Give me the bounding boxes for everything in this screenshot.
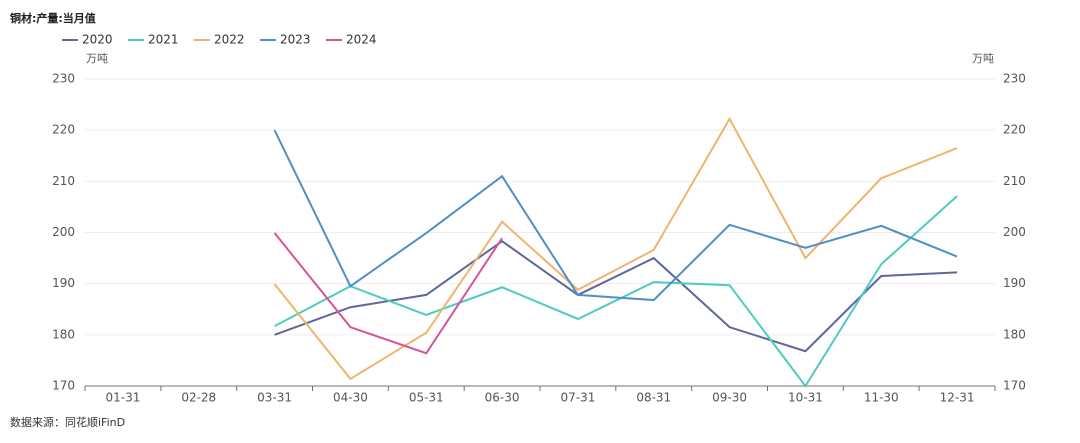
y2-tick-label: 210 [1003,174,1026,188]
x-tick-label: 11-30 [864,391,899,405]
y-tick-label: 210 [52,174,75,188]
x-tick-label: 05-31 [409,391,444,405]
y2-tick-label: 230 [1003,72,1026,86]
line-series [273,129,958,302]
y2-tick-label: 180 [1003,327,1026,341]
x-tick-label: 06-30 [485,391,520,405]
x-tick-label: 07-31 [560,391,595,405]
legend-label: 2023 [280,33,311,47]
chart-title: 铜材:产量:当月值 [9,11,96,25]
y2-tick-label: 200 [1003,225,1026,239]
x-tick-label: 04-30 [333,391,368,405]
x-tick-label: 09-30 [712,391,747,405]
y-tick-label: 170 [52,379,75,393]
y2-axis-label: 万吨 [972,52,994,65]
y2-tick-label: 170 [1003,379,1026,393]
y-axis-label: 万吨 [86,52,108,65]
legend-label: 2024 [346,33,377,47]
line-series [274,195,958,388]
y-tick-label: 200 [52,225,75,239]
x-tick-label: 10-31 [788,391,823,405]
x-tick-label: 01-31 [105,391,140,405]
line-series [273,116,958,381]
y-tick-label: 180 [52,327,75,341]
y2-tick-label: 220 [1003,123,1026,137]
x-tick-label: 03-31 [257,391,292,405]
y-tick-label: 190 [52,276,75,290]
x-tick-label: 08-31 [636,391,671,405]
x-tick-label: 12-31 [940,391,975,405]
source: 数据来源：同花顺iFinD [10,415,125,429]
x-tick-label: 02-28 [181,391,216,405]
legend-label: 2021 [148,33,179,47]
y2-tick-label: 190 [1003,276,1026,290]
line-series [273,232,503,355]
legend-label: 2022 [214,33,245,47]
y-tick-label: 230 [52,72,75,86]
y-tick-label: 220 [52,123,75,137]
legend-label: 2020 [82,33,113,47]
